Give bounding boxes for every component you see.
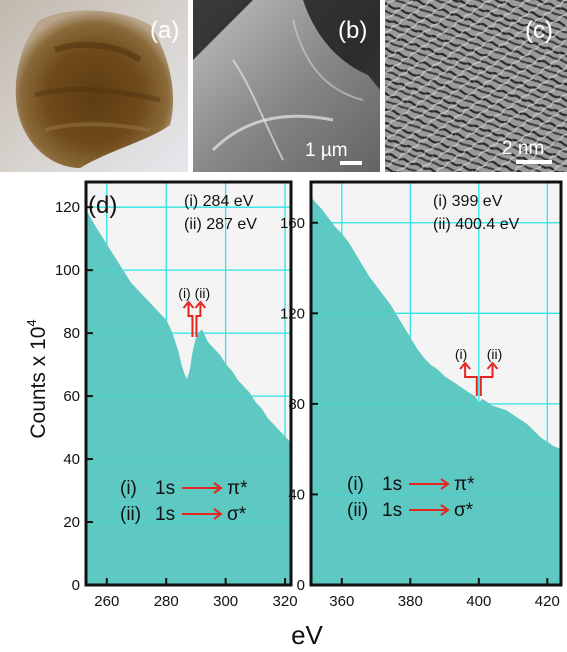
chart0-ytick-label-6: 120 (55, 199, 80, 216)
chart0-transition-target-0: π* (227, 478, 248, 499)
chart0-transition-orbital-0: 1s (155, 478, 175, 499)
panel-c-scale-text: 2 nm (502, 138, 544, 159)
chart0-xtick-label-3: 320 (273, 593, 298, 610)
chart0-ytick-label-1: 20 (63, 514, 80, 531)
nitrogen-edge-chart: 0 40 80 120 160 360 380 400 420 (i) 399 eV (ii) 40… (280, 180, 563, 610)
panel-b-scale-bar (340, 161, 362, 165)
panel-b-photo: (b) 1 µm (193, 0, 380, 172)
chart1-transition-target-1: σ* (454, 500, 474, 521)
chart1-ytick-label-1: 40 (288, 486, 305, 503)
chart0-marker-bracket-right (195, 304, 202, 337)
chart1-marker-bracket-left (464, 365, 478, 396)
panel-a-image: (a) (0, 0, 188, 172)
chart0-ytick-label-4: 80 (63, 325, 80, 342)
panel-b-scale-text: 1 µm (305, 140, 348, 161)
chart0-ytick-label-5: 100 (55, 262, 80, 279)
chart1-marker-arrowhead-left (459, 361, 471, 370)
panel-c-image: (c) 2 nm (385, 0, 567, 172)
chart0-marker-bracket-left (187, 304, 194, 337)
chart1-marker-arrowhead-right (486, 361, 499, 370)
chart0-edge-energy-1: (ii) 287 eV (184, 216, 257, 233)
chart0-marker-arrowhead-left (182, 300, 195, 309)
chart1-ytick-label-3: 120 (280, 305, 305, 322)
chart1-marker-label-1: (ii) (487, 346, 503, 362)
chart1-xtick-label-1: 380 (398, 593, 423, 610)
chart0-ytick-label-2: 40 (63, 451, 80, 468)
chart0-xtick-label-0: 260 (94, 593, 119, 610)
chart0-marker-label-0: (i) (178, 285, 190, 301)
y-axis-label-exponent: 4 (24, 319, 39, 326)
chart0-ytick-label-0: 0 (72, 577, 80, 594)
chart1-marker-label-0: (i) (455, 346, 467, 362)
panel-a-photo: (a) (0, 0, 188, 172)
chart0-marker-arrowhead-right (194, 300, 207, 309)
chart1-ytick-label-4: 160 (280, 215, 305, 232)
chart1-transition-orbital-1: 1s (382, 500, 402, 521)
panel-b-image: (b) 1 µm (193, 0, 380, 172)
y-axis-label: Counts x 104 (24, 319, 50, 438)
chart0-transition-index-0: (i) (120, 478, 137, 499)
panel-a-label: (a) (150, 17, 179, 44)
chart1-xtick-label-3: 420 (535, 593, 560, 610)
chart0-frame (84, 180, 293, 587)
x-axis-label: eV (291, 620, 323, 650)
chart0-transition-index-1: (ii) (120, 504, 141, 525)
carbon-edge-chart: 0 20 40 60 80 100 120 260 280 300 320 (i) 284 eV (ii… (55, 180, 298, 610)
chart1-transition-orbital-0: 1s (382, 474, 402, 495)
chart0-xtick-label-1: 280 (154, 593, 179, 610)
chart0-transition-arrow-head-1 (213, 508, 223, 520)
chart1-edge-energy-0: (i) 399 eV (433, 193, 503, 210)
chart0-edge-energy-0: (i) 284 eV (184, 193, 254, 210)
chart0-xtick-label-2: 300 (213, 593, 238, 610)
chart1-transition-arrow-head-1 (440, 504, 450, 516)
chart1-spectrum-area (310, 196, 562, 586)
panel-c-photo: (c) 2 nm (385, 0, 567, 172)
y-axis-label-main: Counts x 10 (27, 327, 50, 439)
chart0-transition-target-1: σ* (227, 504, 247, 525)
chart1-ytick-label-2: 80 (288, 396, 305, 413)
chart1-edge-energy-1: (ii) 400.4 eV (433, 216, 520, 233)
chart0-transition-arrow-head-0 (213, 482, 223, 494)
chart0-marker-label-1: (ii) (195, 285, 211, 301)
chart0-transition-orbital-1: 1s (155, 504, 175, 525)
chart1-marker-bracket-right (479, 365, 494, 396)
panel-d-label: (d) (88, 192, 117, 219)
chart1-ytick-label-0: 0 (297, 577, 305, 594)
chart1-transition-index-0: (i) (347, 474, 364, 495)
chart0-ytick-label-3: 60 (63, 388, 80, 405)
chart1-frame (309, 180, 563, 587)
chart1-transition-target-0: π* (454, 474, 475, 495)
panel-c-label: (c) (525, 17, 553, 44)
chart1-transition-index-1: (ii) (347, 500, 368, 521)
chart1-xtick-label-0: 360 (329, 593, 354, 610)
chart1-transition-arrow-head-0 (440, 478, 450, 490)
chart1-xtick-label-2: 400 (466, 593, 491, 610)
panel-c-scale-bar (516, 160, 552, 164)
panel-b-label: (b) (338, 17, 367, 44)
chart0-spectrum-area (85, 208, 292, 586)
